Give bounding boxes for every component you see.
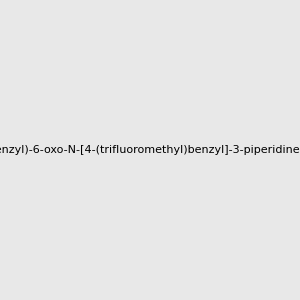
Text: 1-(4-chlorobenzyl)-6-oxo-N-[4-(trifluoromethyl)benzyl]-3-piperidinecarboxamide: 1-(4-chlorobenzyl)-6-oxo-N-[4-(trifluoro… bbox=[0, 145, 300, 155]
